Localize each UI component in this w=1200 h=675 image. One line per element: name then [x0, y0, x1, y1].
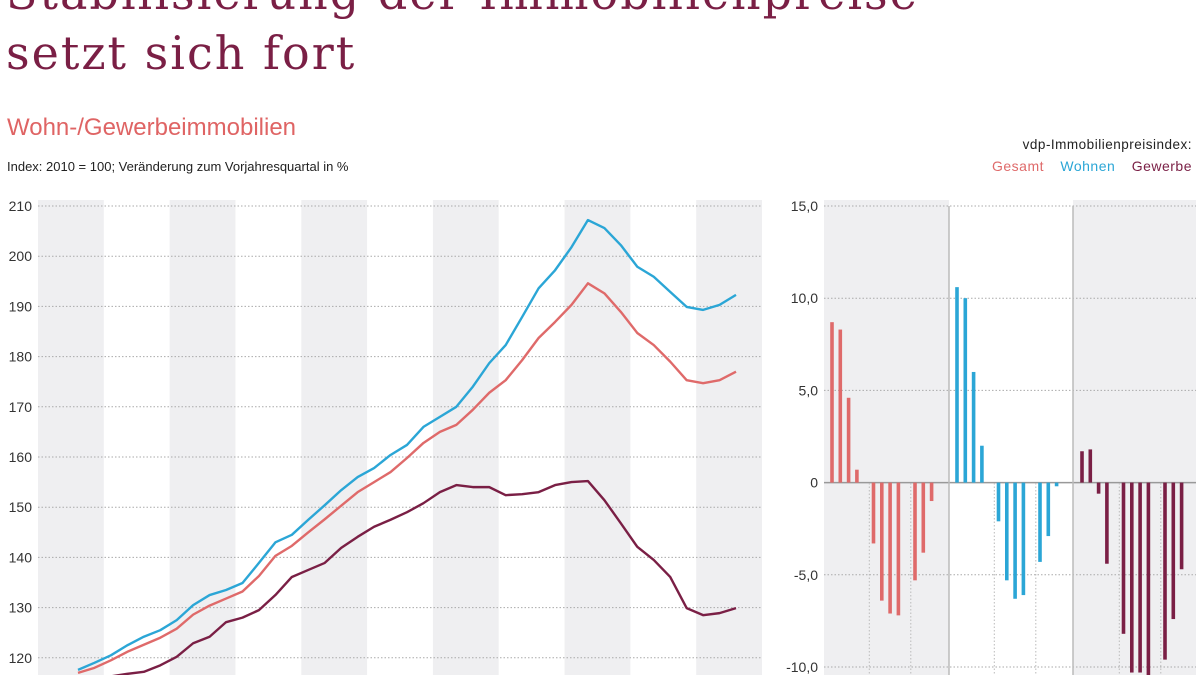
bar-gesamt — [871, 482, 876, 544]
bar-wohnen — [1038, 482, 1042, 562]
bar-gesamt — [880, 482, 884, 601]
bar-gewerbe — [1096, 482, 1101, 494]
chart-title-line-1: Stabilisierung der Immobilienpreise — [6, 0, 919, 20]
bar-gewerbe — [1121, 482, 1126, 634]
line-gewerbe — [111, 479, 737, 675]
y-tick-label: 190 — [9, 298, 33, 314]
bar-gewerbe — [1171, 482, 1176, 620]
year-band — [564, 200, 631, 675]
chart-note: Index: 2010 = 100; Veränderung zum Vorja… — [7, 159, 349, 174]
bar-wohnen — [1005, 482, 1009, 581]
y-tick-label: -10,0 — [786, 659, 818, 675]
year-band — [696, 200, 762, 675]
y-tick-label: 160 — [9, 449, 33, 465]
bar-gewerbe — [1105, 482, 1109, 564]
bar-wohnen — [1046, 482, 1051, 537]
bar-gesamt — [838, 329, 843, 483]
bar-wohnen — [980, 445, 984, 483]
bar-gesamt — [846, 397, 851, 483]
bar-wohnen — [955, 287, 959, 483]
legend-heading: vdp-Immobilienpreisindex: — [1022, 137, 1192, 152]
bar-wohnen — [996, 482, 1001, 522]
line-wohnen — [77, 218, 737, 671]
bar-gewerbe — [1179, 482, 1184, 570]
y-tick-label: 140 — [9, 549, 33, 565]
bar-wohnen — [1054, 482, 1059, 487]
bar-gesamt — [830, 322, 834, 483]
y-tick-label: 0 — [810, 475, 818, 491]
bar-gesamt — [913, 482, 917, 581]
bar-gewerbe — [1130, 482, 1134, 673]
bar-gesamt — [896, 482, 901, 616]
legend-item-wohnen: Wohnen — [1060, 158, 1116, 174]
y-tick-label: 200 — [9, 248, 33, 264]
year-band — [432, 200, 499, 675]
year-band — [301, 200, 368, 675]
chart-subtitle: Wohn-/Gewerbeimmobilien — [7, 114, 297, 141]
bar-gesamt — [888, 482, 892, 614]
year-band — [169, 200, 236, 675]
bar-gewerbe — [1080, 451, 1084, 483]
y-tick-label: 170 — [9, 399, 33, 415]
y-tick-label: 180 — [9, 349, 33, 365]
bar-wohnen — [1013, 482, 1017, 599]
year-band — [38, 200, 104, 675]
bar-gewerbe — [1163, 482, 1167, 660]
bar-gesamt — [921, 482, 926, 553]
y-tick-label: 130 — [9, 600, 33, 616]
line-gesamt — [77, 282, 737, 675]
bar-gewerbe — [1088, 449, 1093, 483]
bar-gesamt — [929, 482, 934, 502]
y-tick-label: 10,0 — [791, 290, 818, 306]
legend-item-gesamt: Gesamt — [991, 158, 1044, 174]
section-band — [824, 200, 949, 675]
legend: Gesamt Wohnen Gewerbe — [980, 158, 1192, 174]
legend-item-gewerbe: Gewerbe — [1131, 158, 1192, 174]
bar-wohnen — [971, 371, 976, 483]
bar-gesamt — [855, 469, 859, 483]
y-tick-label: 210 — [9, 198, 33, 214]
bar-gewerbe — [1138, 482, 1142, 673]
bar-wohnen — [963, 298, 968, 483]
bar-wohnen — [1021, 482, 1026, 596]
y-tick-label: 150 — [9, 499, 33, 515]
y-tick-label: 15,0 — [791, 198, 818, 214]
bar-gewerbe — [1146, 482, 1151, 675]
y-tick-label: -5,0 — [794, 567, 818, 583]
section-band — [1073, 200, 1196, 675]
y-tick-label: 5,0 — [799, 382, 819, 398]
chart-title-line-2: setzt sich fort — [6, 26, 357, 80]
y-tick-label: 120 — [9, 650, 33, 666]
